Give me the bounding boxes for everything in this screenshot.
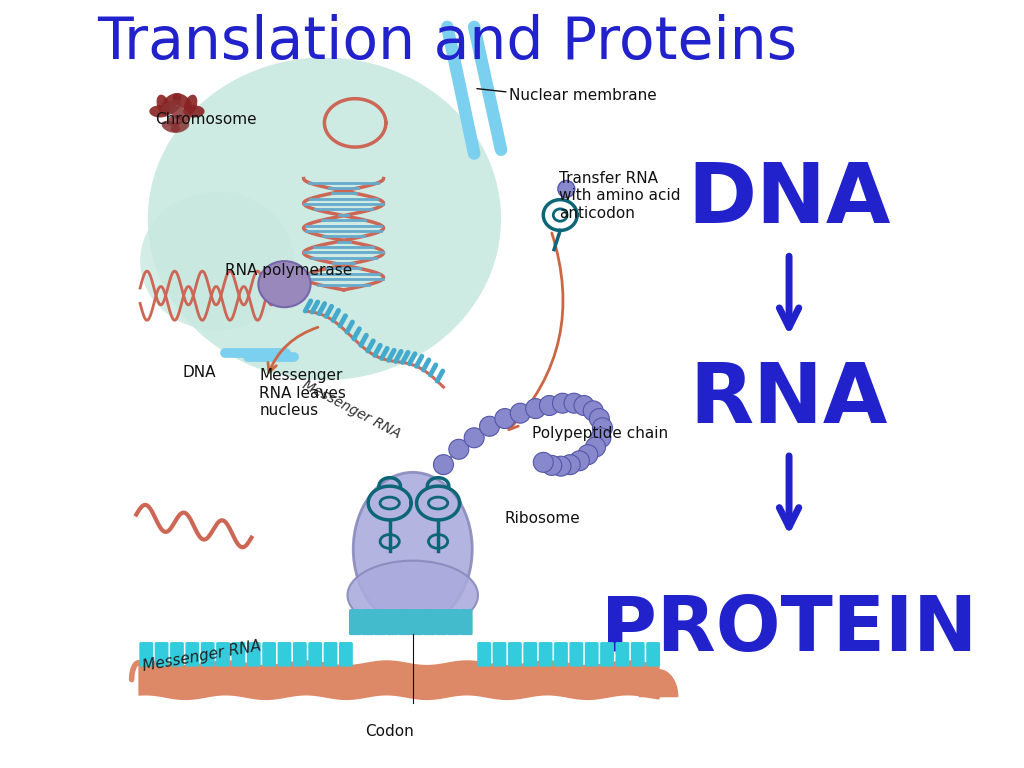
Ellipse shape: [353, 472, 472, 626]
Text: Transfer RNA
with amino acid
anticodon: Transfer RNA with amino acid anticodon: [559, 171, 680, 220]
Ellipse shape: [147, 58, 501, 380]
FancyBboxPatch shape: [247, 642, 261, 667]
Text: Ribosome: Ribosome: [505, 511, 581, 526]
Ellipse shape: [258, 261, 310, 307]
Text: PROTEIN: PROTEIN: [601, 593, 977, 667]
Text: RNA: RNA: [690, 359, 888, 440]
Ellipse shape: [161, 100, 181, 115]
Text: RNA polymerase: RNA polymerase: [224, 263, 352, 278]
Ellipse shape: [171, 121, 189, 133]
Circle shape: [586, 437, 605, 457]
FancyBboxPatch shape: [374, 609, 387, 635]
Text: Messenger RNA: Messenger RNA: [300, 378, 402, 441]
Circle shape: [553, 393, 572, 413]
Circle shape: [479, 416, 500, 436]
Ellipse shape: [183, 105, 205, 118]
Circle shape: [540, 396, 559, 415]
Circle shape: [558, 180, 574, 197]
FancyBboxPatch shape: [262, 642, 276, 667]
FancyBboxPatch shape: [646, 642, 660, 667]
Text: DNA: DNA: [182, 365, 216, 380]
Text: Codon: Codon: [366, 723, 414, 739]
FancyBboxPatch shape: [477, 642, 492, 667]
FancyBboxPatch shape: [361, 609, 375, 635]
FancyBboxPatch shape: [139, 642, 154, 667]
FancyBboxPatch shape: [435, 609, 449, 635]
FancyBboxPatch shape: [411, 609, 424, 635]
Ellipse shape: [163, 93, 181, 109]
FancyBboxPatch shape: [293, 642, 307, 667]
Circle shape: [525, 399, 546, 419]
Circle shape: [574, 396, 594, 415]
FancyBboxPatch shape: [155, 642, 169, 667]
Ellipse shape: [150, 105, 171, 118]
FancyBboxPatch shape: [398, 609, 412, 635]
Circle shape: [542, 455, 562, 475]
Circle shape: [510, 403, 530, 423]
FancyBboxPatch shape: [508, 642, 522, 667]
FancyBboxPatch shape: [216, 642, 230, 667]
Text: Chromosome: Chromosome: [156, 111, 257, 127]
FancyBboxPatch shape: [231, 642, 246, 667]
Text: Messenger
RNA leaves
nucleus: Messenger RNA leaves nucleus: [259, 369, 346, 418]
FancyBboxPatch shape: [185, 642, 200, 667]
Circle shape: [578, 445, 598, 465]
FancyBboxPatch shape: [554, 642, 568, 667]
Circle shape: [584, 401, 603, 421]
FancyBboxPatch shape: [523, 642, 538, 667]
FancyBboxPatch shape: [349, 609, 362, 635]
FancyBboxPatch shape: [447, 609, 461, 635]
Ellipse shape: [347, 561, 478, 630]
FancyBboxPatch shape: [386, 609, 399, 635]
FancyBboxPatch shape: [539, 642, 553, 667]
Circle shape: [449, 439, 469, 459]
Ellipse shape: [184, 94, 198, 115]
FancyBboxPatch shape: [324, 642, 338, 667]
Circle shape: [560, 455, 581, 475]
FancyBboxPatch shape: [201, 642, 215, 667]
Circle shape: [569, 451, 590, 471]
Circle shape: [433, 455, 454, 475]
Circle shape: [464, 428, 484, 448]
Text: Polypeptide chain: Polypeptide chain: [531, 426, 668, 442]
FancyBboxPatch shape: [308, 642, 323, 667]
Text: Messenger RNA: Messenger RNA: [141, 639, 262, 674]
FancyBboxPatch shape: [170, 642, 184, 667]
FancyBboxPatch shape: [278, 642, 292, 667]
Ellipse shape: [167, 115, 183, 126]
FancyBboxPatch shape: [631, 642, 645, 667]
Circle shape: [591, 428, 611, 448]
Text: Nuclear membrane: Nuclear membrane: [509, 88, 656, 104]
FancyBboxPatch shape: [585, 642, 599, 667]
FancyBboxPatch shape: [493, 642, 507, 667]
Circle shape: [590, 409, 609, 429]
Circle shape: [564, 393, 584, 413]
FancyBboxPatch shape: [460, 609, 473, 635]
Circle shape: [593, 418, 612, 438]
Text: Translation and Proteins: Translation and Proteins: [97, 14, 798, 71]
Ellipse shape: [162, 121, 180, 133]
FancyBboxPatch shape: [615, 642, 630, 667]
FancyBboxPatch shape: [600, 642, 614, 667]
FancyBboxPatch shape: [569, 642, 584, 667]
FancyBboxPatch shape: [423, 609, 436, 635]
Ellipse shape: [157, 94, 170, 115]
Ellipse shape: [173, 93, 191, 109]
FancyBboxPatch shape: [339, 642, 353, 667]
Ellipse shape: [140, 192, 294, 330]
Ellipse shape: [170, 106, 190, 121]
Circle shape: [495, 409, 515, 429]
Circle shape: [534, 452, 553, 472]
Circle shape: [551, 456, 571, 476]
Polygon shape: [639, 670, 678, 697]
Text: DNA: DNA: [687, 159, 891, 240]
